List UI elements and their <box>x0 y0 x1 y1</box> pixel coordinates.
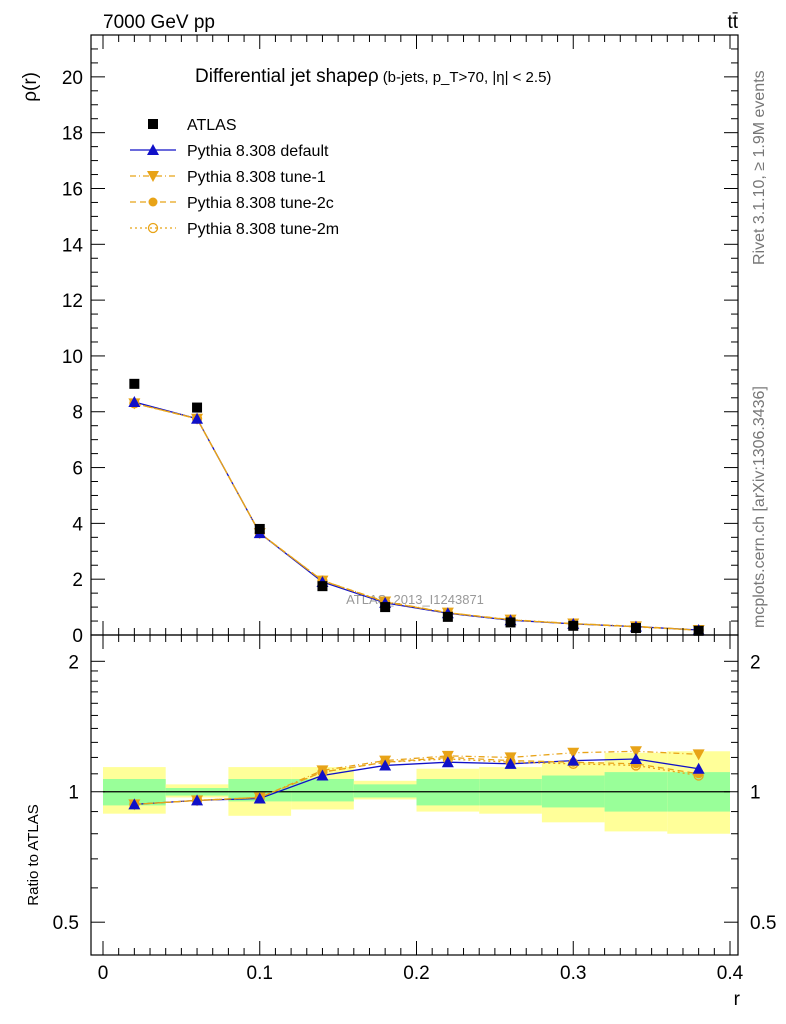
series-0-point <box>254 523 265 534</box>
ratio-y-tick-label: 1 <box>68 783 79 804</box>
ratio-series-1-point <box>567 747 580 759</box>
legend-label: Pythia 8.308 tune-2m <box>187 221 339 238</box>
x-axis-label: r <box>734 989 741 1010</box>
main-ylabel: ρ(r) <box>20 72 41 102</box>
legend-label: Pythia 8.308 tune-1 <box>187 169 326 186</box>
ratio-series-1-point <box>629 746 642 758</box>
ratio-y-tick-label: 0.5 <box>53 913 79 934</box>
y-tick-label: 4 <box>72 514 83 535</box>
series-0-point <box>380 602 391 613</box>
legend-marker <box>148 197 158 207</box>
ratio-series-0-point <box>379 759 392 771</box>
ratio-series-1-point <box>692 749 705 761</box>
stat-uncertainty-band <box>353 784 417 798</box>
ratio-series-0-point <box>128 798 141 810</box>
series-0-point <box>505 617 516 628</box>
chart-title-main: Differential jet shapeρ <box>195 66 379 87</box>
ratio-panel: 0.5 0.5 1 1 2 2 0 0.1 0.2 0.3 0.4 <box>53 621 776 984</box>
series-0-point <box>192 402 203 413</box>
series-0-point <box>129 378 140 389</box>
ratio-series-0-point <box>441 756 454 768</box>
x-tick-label: 0.3 <box>560 963 586 984</box>
ratio-series-0-point <box>253 792 266 804</box>
x-tick-label: 0 <box>98 963 109 984</box>
ratio-series-0-point <box>191 794 204 806</box>
legend-marker <box>147 171 159 182</box>
y-tick-label: 2 <box>72 570 83 591</box>
y-tick-label: 12 <box>62 291 83 312</box>
x-tick-label: 0.1 <box>247 963 273 984</box>
ratio-frame <box>90 634 739 956</box>
process-label: tt̄ <box>727 12 738 33</box>
y-tick-label: 14 <box>62 235 84 256</box>
series-0-point <box>317 581 328 592</box>
legend-label: Pythia 8.308 tune-2c <box>187 195 334 212</box>
legend-label: Pythia 8.308 default <box>187 143 329 160</box>
energy-label: 7000 GeV pp <box>103 12 215 33</box>
y-tick-label: 16 <box>62 179 83 200</box>
ratio-y-tick-label-right: 1 <box>750 783 761 804</box>
chart-title-sub: (b-jets, p_T>70, |η| < 2.5) <box>383 69 552 86</box>
ratio-series-0-point <box>692 762 705 774</box>
series-1-point <box>128 395 141 407</box>
analysis-watermark: ATLAS_2013_I1243871 <box>346 592 484 607</box>
ratio-y-tick-label-right: 2 <box>750 652 761 673</box>
legend-marker <box>147 144 159 155</box>
legend-marker <box>148 119 158 129</box>
rivet-label: Rivet 3.1.10, ≥ 1.9M events <box>751 70 768 265</box>
y-tick-label: 20 <box>62 68 83 89</box>
stat-uncertainty-band <box>228 779 292 802</box>
ratio-series-2-line <box>134 756 699 806</box>
y-tick-label: 10 <box>62 347 83 368</box>
y-tick-label: 18 <box>62 124 83 145</box>
ratio-series-3-line <box>134 758 699 806</box>
x-tick-label: 0.2 <box>403 963 429 984</box>
ratio-y-tick-label-right: 0.5 <box>750 913 776 934</box>
chart-title: Differential jet shapeρ (b-jets, p_T>70, … <box>195 66 551 87</box>
y-tick-label: 0 <box>72 626 83 647</box>
mcplots-label: mcplots.cern.ch [arXiv:1306.3436] <box>751 386 768 628</box>
series-1-point <box>191 412 204 424</box>
ratio-series-0-point <box>567 754 580 766</box>
main-panel: 0 2 4 6 8 10 12 14 16 18 20 <box>62 34 739 647</box>
legend-label: ATLAS <box>187 117 237 134</box>
legend: ATLAS Pythia 8.308 default Pythia 8.308 tu… <box>130 117 339 238</box>
ratio-y-tick-label: 2 <box>68 652 79 673</box>
stat-uncertainty-band <box>291 779 354 802</box>
ratio-ylabel: Ratio to ATLAS <box>25 804 42 905</box>
ratio-series-0-point <box>629 753 642 765</box>
ratio-series-0-point <box>504 757 517 769</box>
series-0-point <box>442 611 453 622</box>
series-4-line <box>134 402 699 631</box>
y-tick-label: 8 <box>72 403 83 424</box>
y-tick-label: 6 <box>72 459 83 480</box>
legend-marker <box>147 222 159 234</box>
ratio-series-0-point <box>316 769 329 781</box>
x-tick-label: 0.4 <box>717 963 744 984</box>
